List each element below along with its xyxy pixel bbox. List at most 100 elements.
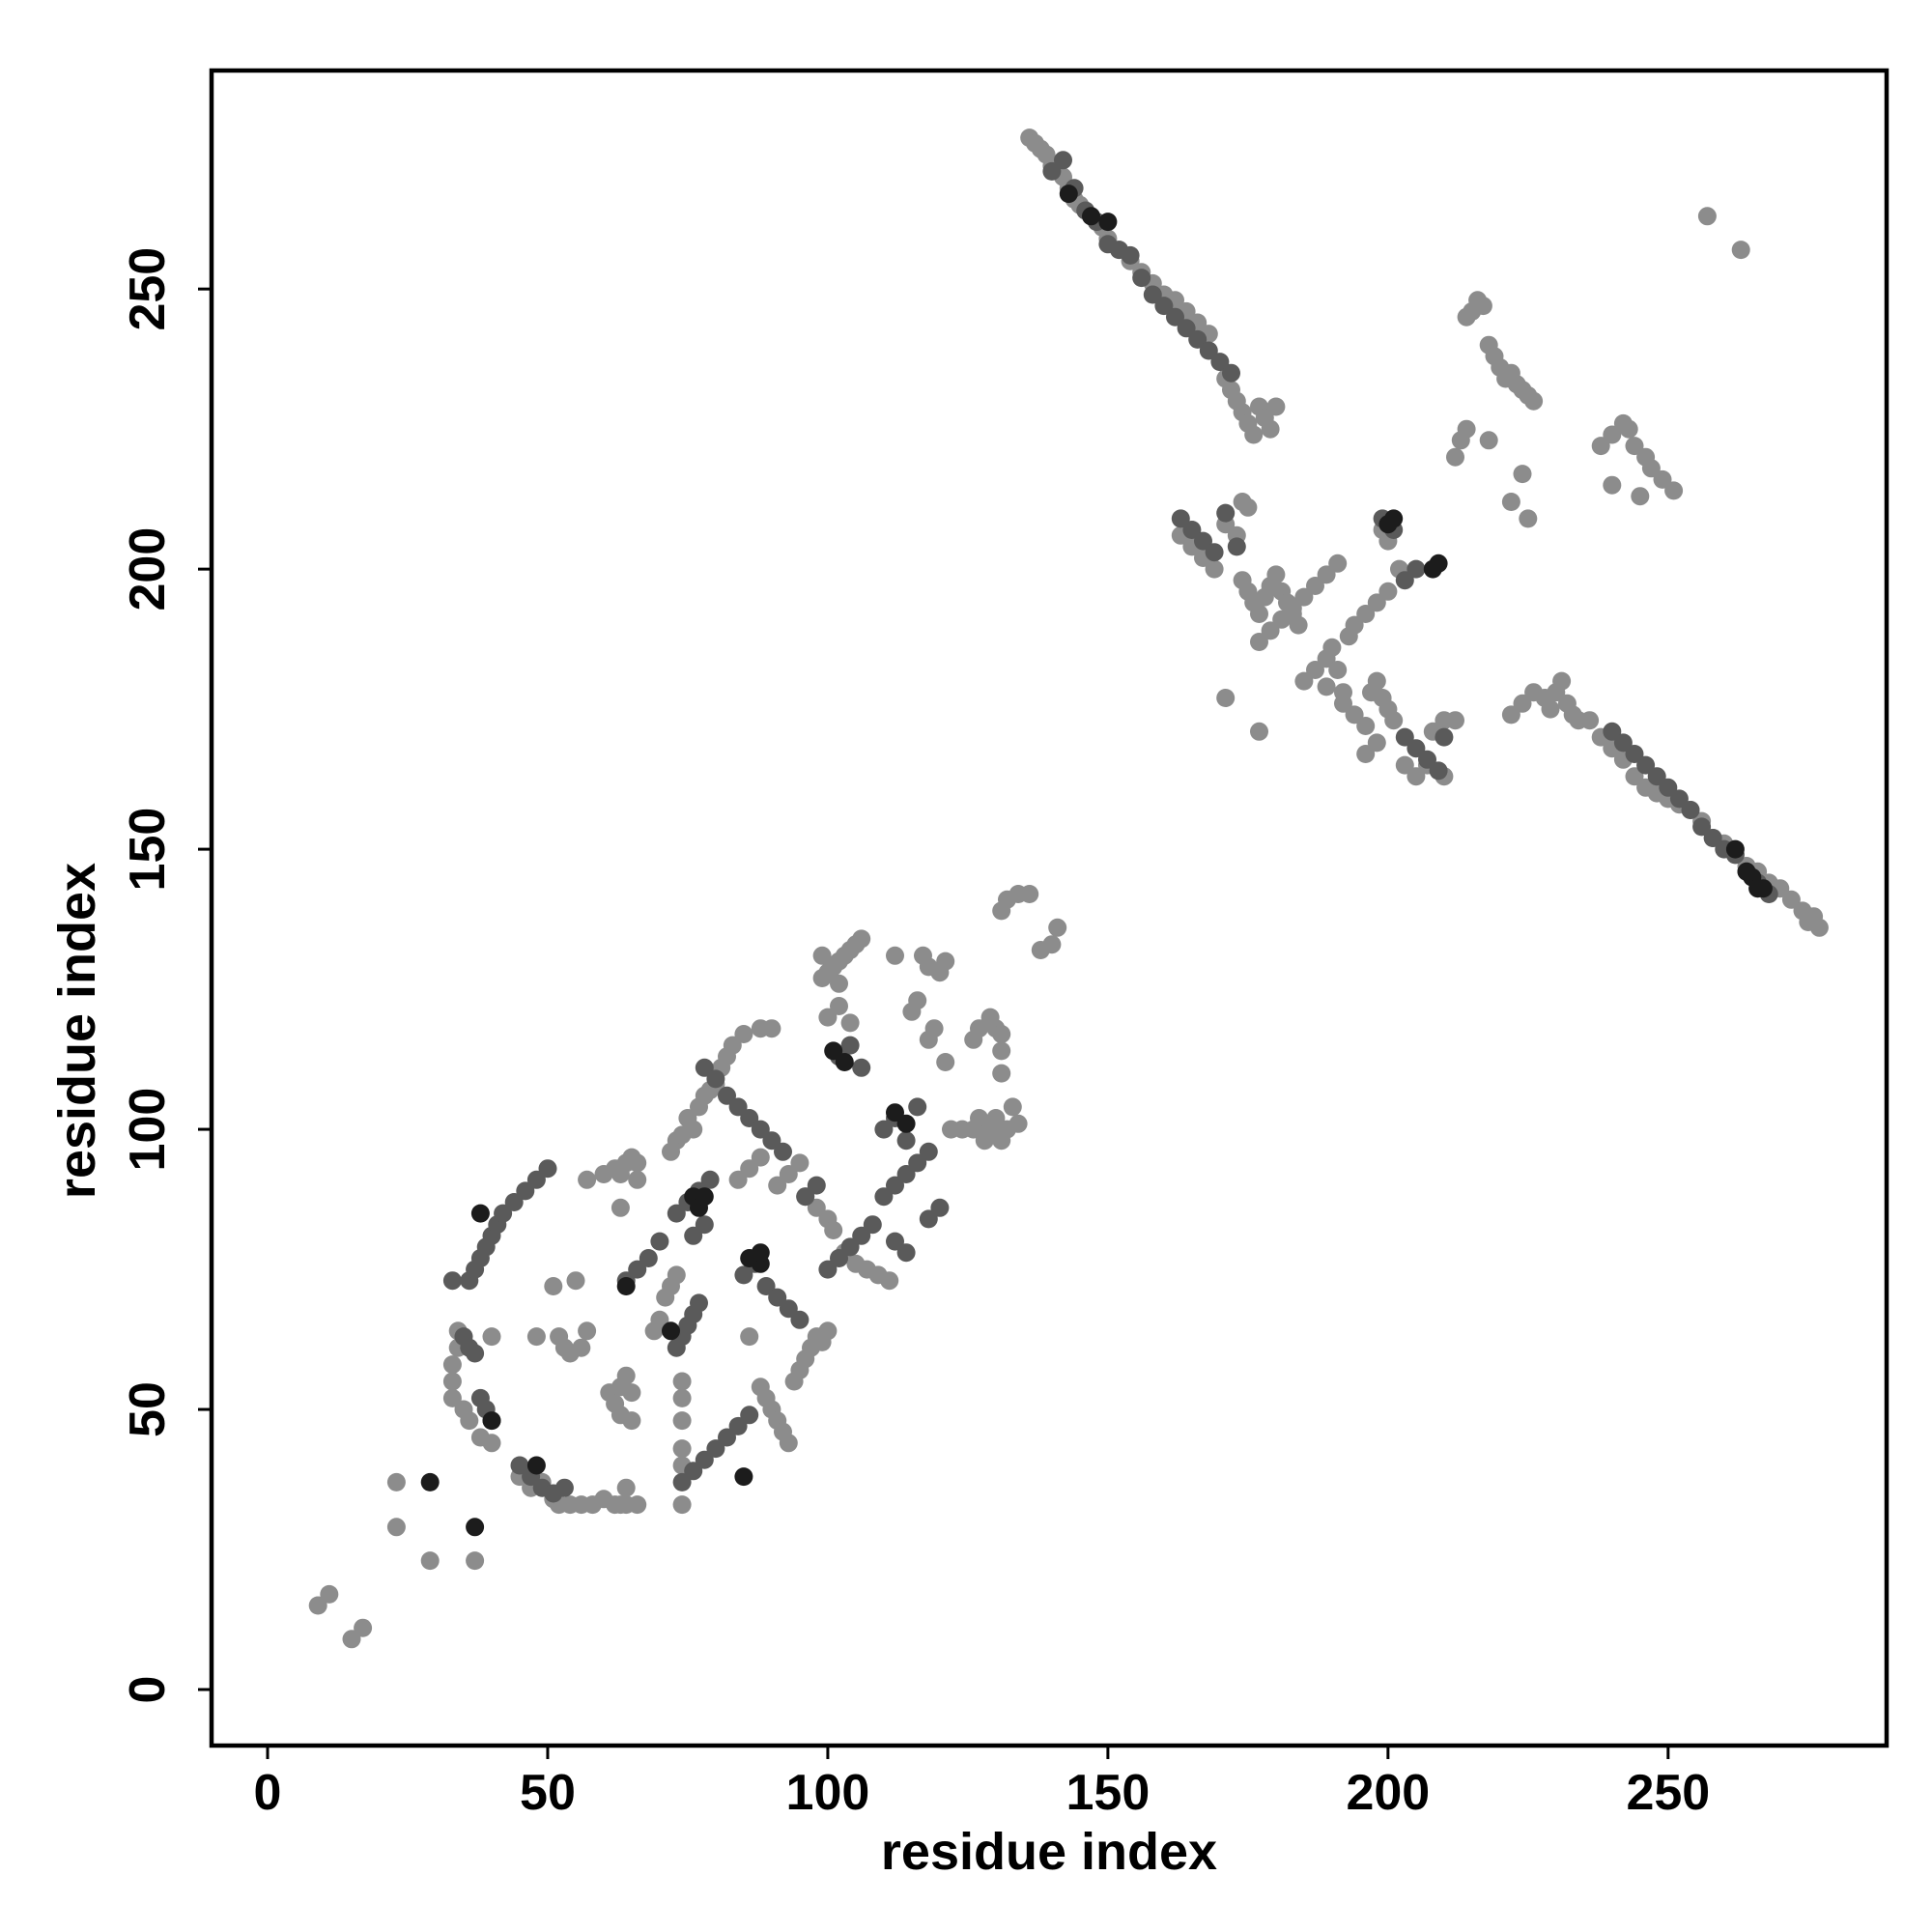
data-point-light-3 (354, 1618, 373, 1637)
x-tick-label-150: 150 (1066, 1765, 1151, 1821)
data-point-mid-72 (908, 1153, 927, 1173)
data-point-light-30 (526, 1327, 546, 1347)
data-point-light-51 (622, 1383, 641, 1403)
data-point-light-65 (672, 1372, 692, 1391)
x-axis-title: residue index (881, 1823, 1217, 1881)
data-point-light-217 (1294, 671, 1314, 691)
data-point-mid-49 (740, 1109, 759, 1127)
data-point-light-130 (908, 991, 927, 1010)
data-point-mid-10 (538, 1159, 557, 1179)
data-point-light-277 (1552, 671, 1572, 691)
data-point-light-281 (1580, 711, 1600, 730)
data-point-light-2 (342, 1630, 361, 1649)
data-point-dark-16 (835, 1053, 854, 1071)
data-point-light-296 (1625, 767, 1644, 786)
data-point-mid-89 (1121, 245, 1140, 265)
data-point-mid-115 (1613, 733, 1633, 753)
data-point-light-132 (924, 1019, 944, 1038)
data-point-light-201 (1250, 605, 1268, 623)
data-point-light-283 (1603, 425, 1622, 444)
x-tick-label-200: 200 (1346, 1765, 1430, 1821)
data-point-light-44 (628, 1153, 647, 1173)
data-point-mid-60 (807, 1176, 826, 1195)
data-point-light-128 (936, 952, 955, 971)
data-point-light-230 (1334, 694, 1352, 713)
data-point-mid-99 (1171, 509, 1190, 528)
data-point-light-29 (628, 1495, 647, 1515)
data-point-mid-108 (1406, 559, 1426, 579)
data-point-light-117 (830, 997, 848, 1015)
data-point-light-118 (840, 1013, 860, 1033)
data-point-mid-34 (695, 1450, 714, 1469)
data-point-light-85 (740, 1327, 759, 1347)
data-point-mid-67 (840, 1036, 860, 1055)
data-point-mid-74 (874, 1120, 894, 1139)
data-point-mid-118 (1647, 767, 1666, 786)
data-point-dark-14 (824, 1041, 843, 1061)
data-point-mid-38 (740, 1406, 759, 1425)
data-point-dark-15 (896, 1114, 916, 1133)
data-point-mid-62 (830, 1249, 848, 1267)
data-point-light-282 (1591, 437, 1610, 456)
data-point-dark-18 (1059, 185, 1078, 204)
data-point-mid-116 (1625, 745, 1644, 763)
data-point-light-103 (807, 1198, 826, 1217)
data-point-light-310 (1781, 890, 1801, 909)
data-point-light-213 (1294, 587, 1314, 607)
data-point-dark-6 (616, 1277, 636, 1295)
data-point-mid-65 (863, 1215, 882, 1235)
data-point-light-91 (779, 1434, 798, 1453)
data-point-mid-51 (762, 1131, 781, 1151)
data-point-mid-31 (690, 1293, 708, 1313)
data-point-light-34 (572, 1338, 591, 1357)
data-point-light-315 (1697, 207, 1717, 226)
data-point-light-50 (616, 1366, 636, 1385)
data-point-mid-70 (886, 1176, 904, 1195)
data-point-mid-68 (852, 1058, 871, 1077)
data-point-light-123 (880, 1271, 899, 1291)
data-point-dark-29 (1748, 879, 1768, 898)
data-point-light-62 (672, 1439, 692, 1459)
data-point-mid-82 (1042, 161, 1062, 181)
data-point-light-251 (1446, 447, 1464, 467)
data-point-mid-119 (1659, 778, 1678, 797)
data-point-light-14 (460, 1411, 479, 1431)
data-point-light-143 (1003, 1097, 1022, 1117)
data-point-dark-26 (1429, 554, 1448, 573)
data-point-light-208 (1289, 615, 1308, 635)
y-tick-label-0: 0 (120, 1676, 176, 1704)
data-point-mid-103 (1216, 503, 1236, 523)
data-point-light-271 (1501, 705, 1520, 724)
data-point-light-71 (684, 1120, 703, 1139)
data-point-light-79 (734, 1025, 753, 1043)
data-point-dark-3 (526, 1456, 546, 1475)
data-point-mid-26 (650, 1232, 669, 1251)
data-point-mid-101 (1194, 531, 1212, 551)
data-point-light-216 (1328, 554, 1348, 573)
data-point-light-37 (566, 1271, 585, 1291)
data-point-mid-36 (718, 1428, 736, 1447)
data-point-mid-59 (796, 1187, 815, 1207)
data-point-mid-122 (1692, 817, 1712, 837)
data-point-light-218 (1306, 661, 1324, 679)
data-point-light-225 (1356, 605, 1376, 623)
data-point-light-113 (852, 929, 871, 949)
data-point-light-269 (1513, 465, 1532, 484)
data-point-mid-83 (1054, 151, 1072, 170)
data-point-light-209 (1250, 633, 1268, 651)
data-point-mid-11 (442, 1271, 462, 1291)
data-point-light-78 (723, 1036, 742, 1055)
data-point-light-140 (986, 1109, 1006, 1127)
data-point-mid-8 (516, 1181, 535, 1201)
data-point-mid-100 (1182, 521, 1202, 539)
data-point-light-248 (1446, 711, 1464, 730)
data-point-mid-61 (818, 1260, 838, 1279)
data-point-mid-95 (1188, 329, 1208, 349)
data-point-mid-56 (768, 1288, 787, 1307)
data-point-light-53 (622, 1411, 641, 1431)
data-point-dark-4 (470, 1204, 490, 1223)
y-tick-label-50: 50 (120, 1381, 176, 1437)
data-point-light-114 (812, 946, 832, 965)
data-point-mid-25 (639, 1249, 658, 1267)
